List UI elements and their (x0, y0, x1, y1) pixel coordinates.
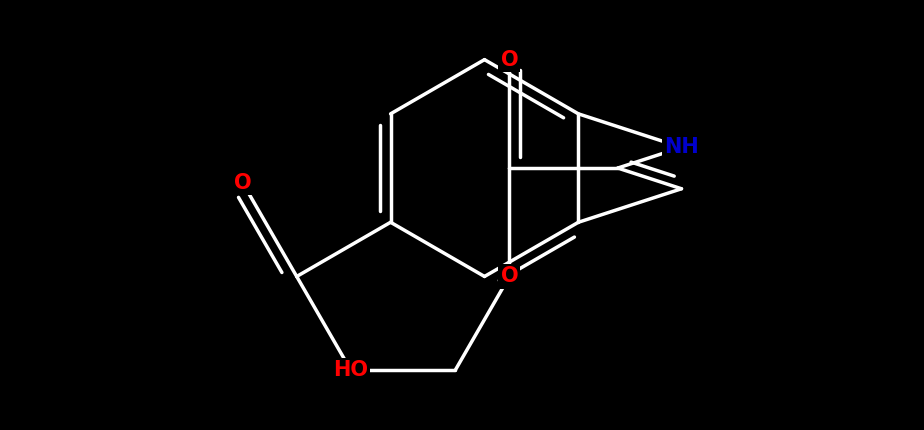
Text: O: O (234, 172, 251, 193)
Text: O: O (501, 49, 518, 70)
Text: NH: NH (664, 137, 699, 157)
Text: O: O (501, 267, 518, 286)
Text: HO: HO (334, 360, 369, 381)
